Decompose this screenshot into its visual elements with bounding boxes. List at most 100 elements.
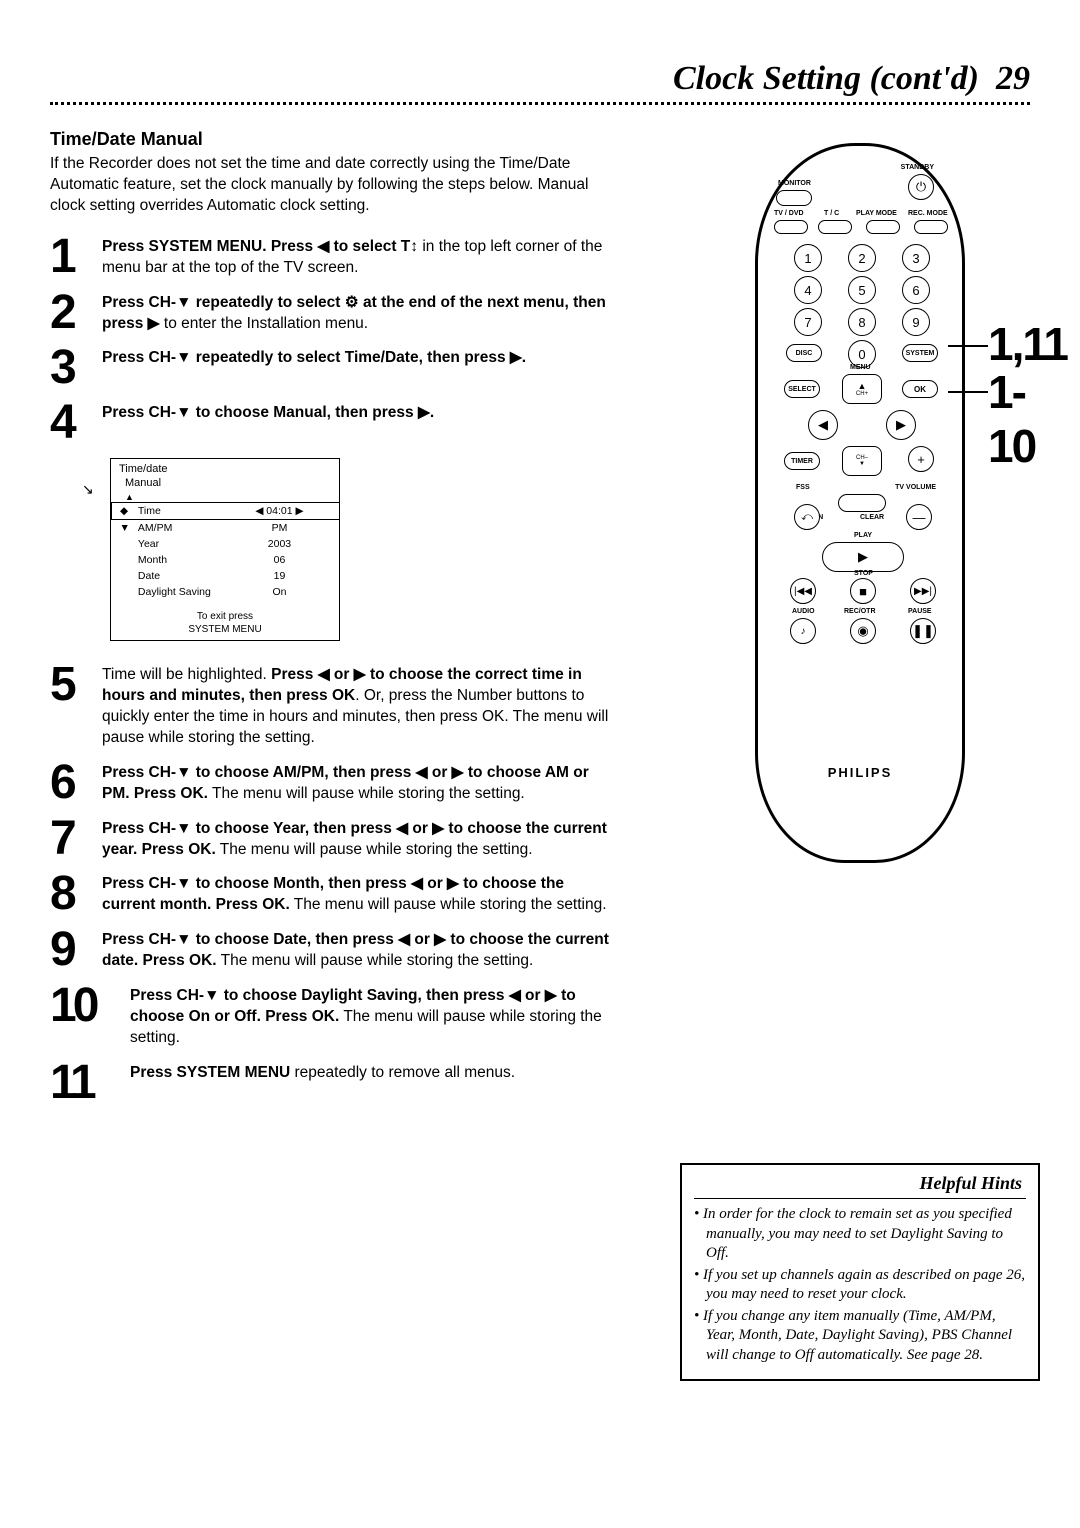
ok-button: OK (902, 380, 938, 398)
label-recotr: REC/OTR (844, 608, 876, 615)
remote-diagram: STANDBY ⏻ MONITOR TV / DVD T / C PLAY MO… (755, 143, 965, 863)
label-recmode: REC. MODE (908, 210, 948, 217)
intro: If the Recorder does not set the time an… (50, 154, 620, 217)
step: 5Time will be highlighted. Press ◀ or ▶ … (50, 665, 620, 749)
step: 8Press CH-▼ to choose Month, then press … (50, 874, 620, 916)
rew-button: |◀◀ (790, 578, 816, 604)
select-button: SELECT (784, 380, 820, 398)
num-9: 9 (902, 308, 930, 336)
standby-button: ⏻ (908, 174, 934, 200)
step-number: 7 (50, 819, 92, 861)
step-body: Press CH-▼ to choose Month, then press ◀… (102, 874, 620, 916)
label-pause: PAUSE (908, 608, 932, 615)
ffwd-button: ▶▶| (910, 578, 936, 604)
callout-a: 1,11 (988, 317, 1067, 371)
hints-list: In order for the clock to remain set as … (694, 1205, 1026, 1365)
num-7: 7 (794, 308, 822, 336)
nav-left: ◀ (808, 410, 838, 440)
label-tc: T / C (824, 210, 839, 217)
section-title: Time/Date Manual (50, 129, 620, 150)
callout-line-a (948, 345, 988, 347)
pause-button: ❚❚ (910, 618, 936, 644)
monitor-button (776, 190, 812, 206)
step-body: Press CH-▼ to choose Daylight Saving, th… (130, 986, 620, 1049)
label-clear: CLEAR (860, 514, 884, 521)
step: 3Press CH-▼ repeatedly to select Time/Da… (50, 348, 620, 389)
system-button: SYSTEM (902, 344, 938, 362)
label-play: PLAY (854, 532, 872, 539)
label-stop: STOP (854, 570, 873, 577)
num-3: 3 (902, 244, 930, 272)
step-body: Press CH-▼ to choose Date, then press ◀ … (102, 930, 620, 972)
menu-title: Time/date (111, 459, 339, 477)
nav-right: ▶ (886, 410, 916, 440)
timer-button: TIMER (784, 452, 820, 470)
step-number: 9 (50, 930, 92, 972)
step-body: Press SYSTEM MENU repeatedly to remove a… (130, 1063, 620, 1104)
step: 9Press CH-▼ to choose Date, then press ◀… (50, 930, 620, 972)
label-menu: MENU (850, 364, 871, 371)
fss-pill (838, 494, 886, 512)
vol-minus: — (906, 504, 932, 530)
num-5: 5 (848, 276, 876, 304)
step-body: Press SYSTEM MENU. Press ◀ to select T↕ … (102, 237, 620, 279)
step-number: 11 (50, 1063, 120, 1104)
num-8: 8 (848, 308, 876, 336)
rec-button: ◉ (850, 618, 876, 644)
label-tvdvd: TV / DVD (774, 210, 804, 217)
menu-sub: Manual (111, 477, 339, 493)
menu-pointer-icon: ↘ (82, 482, 94, 499)
recmode-button (914, 220, 948, 234)
play-button: ▶ (822, 542, 904, 572)
step: 1Press SYSTEM MENU. Press ◀ to select T↕… (50, 237, 620, 279)
step-body: Press CH-▼ to choose Year, then press ◀ … (102, 819, 620, 861)
step-number: 10 (50, 986, 120, 1049)
callout-b: 1-10 (988, 365, 1040, 473)
step-number: 4 (50, 403, 92, 444)
hints-box: Helpful Hints In order for the clock to … (680, 1163, 1040, 1381)
tvdvd-button (774, 220, 808, 234)
menu-footer: To exit pressSYSTEM MENU (111, 600, 339, 640)
step: 4Press CH-▼ to choose Manual, then press… (50, 403, 620, 444)
header-title: Clock Setting (cont'd) (673, 60, 979, 97)
stop-button: ■ (850, 578, 876, 604)
step-number: 3 (50, 348, 92, 389)
ch-down-button: CH–▼ (842, 446, 882, 476)
step: 11Press SYSTEM MENU repeatedly to remove… (50, 1063, 620, 1104)
tc-button (818, 220, 852, 234)
step-number: 5 (50, 665, 92, 749)
step-body: Press CH-▼ to choose AM/PM, then press ◀… (102, 763, 620, 805)
callout-line-b (948, 391, 988, 393)
menu-up-arrow: ▲ (111, 493, 339, 502)
num-2: 2 (848, 244, 876, 272)
step-number: 2 (50, 293, 92, 335)
menu-diagram: ↘Time/dateManual▲◆Time◀ 04:01 ▶▼AM/PMPMY… (110, 458, 620, 641)
return-button: ⤺ (794, 504, 820, 530)
hints-title: Helpful Hints (694, 1173, 1026, 1199)
step-body: Press CH-▼ to choose Manual, then press … (102, 403, 620, 444)
header-page: 29 (996, 60, 1030, 97)
playmode-button (866, 220, 900, 234)
step-number: 1 (50, 237, 92, 279)
label-fss: FSS (796, 484, 810, 491)
label-monitor: MONITOR (778, 180, 811, 187)
hint-item: If you change any item manually (Time, A… (694, 1307, 1026, 1366)
step-number: 6 (50, 763, 92, 805)
hint-item: If you set up channels again as describe… (694, 1266, 1026, 1305)
menu-box: Time/dateManual▲◆Time◀ 04:01 ▶▼AM/PMPMYe… (110, 458, 340, 641)
audio-button: ♪ (790, 618, 816, 644)
label-tvvol: TV VOLUME (895, 484, 936, 491)
label-standby: STANDBY (901, 164, 934, 171)
plus-button: + (908, 446, 934, 472)
rule (50, 102, 1030, 105)
step: 10Press CH-▼ to choose Daylight Saving, … (50, 986, 620, 1049)
step-body: Press CH-▼ repeatedly to select ⚙ at the… (102, 293, 620, 335)
step: 7Press CH-▼ to choose Year, then press ◀… (50, 819, 620, 861)
step: 6Press CH-▼ to choose AM/PM, then press … (50, 763, 620, 805)
page-header: Clock Setting (cont'd) 29 (50, 60, 1030, 98)
step-number: 8 (50, 874, 92, 916)
menu-table: ◆Time◀ 04:01 ▶▼AM/PMPMYear2003Month06Dat… (111, 502, 339, 600)
step-body: Time will be highlighted. Press ◀ or ▶ t… (102, 665, 620, 749)
label-playmode: PLAY MODE (856, 210, 897, 217)
ch-up-button: ▲CH+ (842, 374, 882, 404)
